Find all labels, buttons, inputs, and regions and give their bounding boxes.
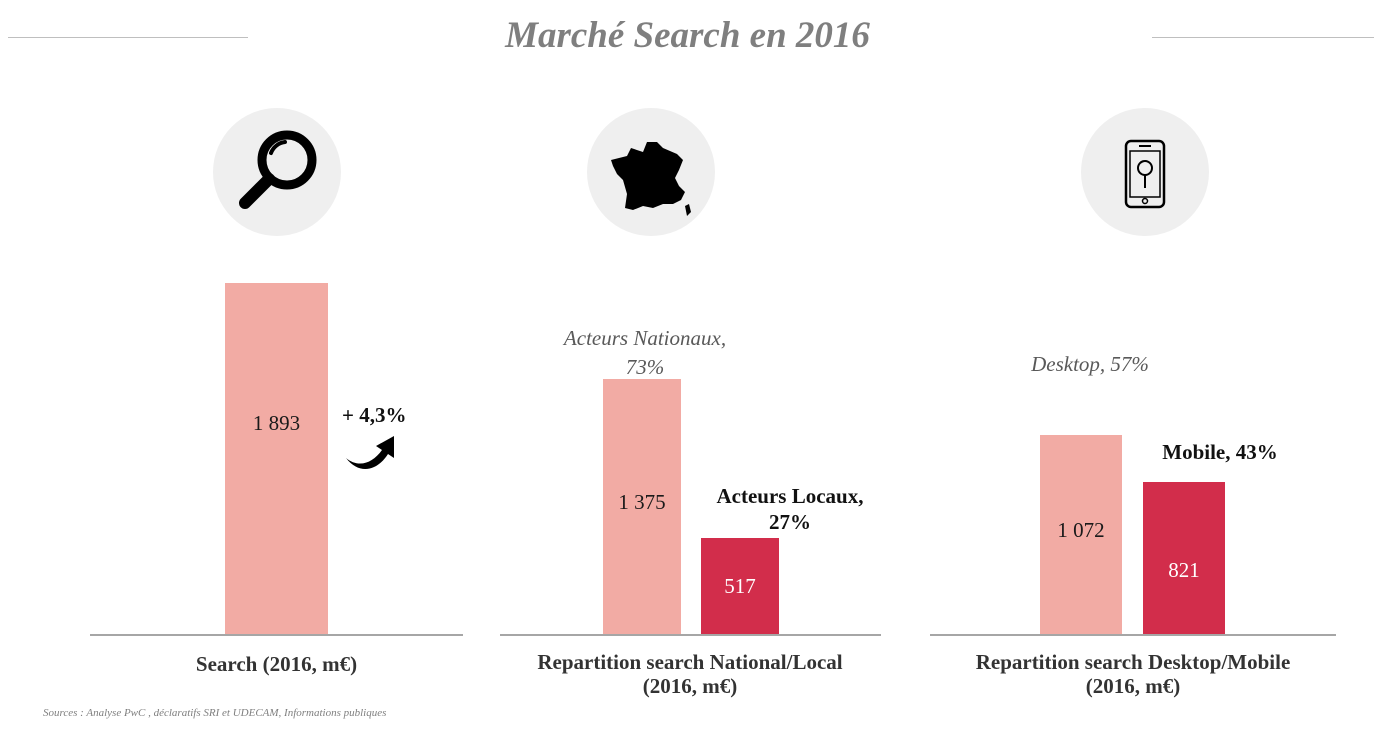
- mobile-bar: [1143, 481, 1225, 634]
- mobile-category-label: Mobile, 43%: [1162, 440, 1278, 464]
- search-bar-value: 1 893: [252, 410, 301, 435]
- national-category-line-1: Acteurs Nationaux,: [563, 326, 727, 350]
- desktop-bar-value: 1 072: [1057, 517, 1105, 542]
- magnifier-icon-circle: [213, 108, 341, 236]
- desktop-category-label: Desktop, 57%: [1031, 352, 1149, 376]
- local-category-label: Acteurs Locaux, 27%: [680, 483, 900, 535]
- title-rule-right: [1152, 37, 1374, 38]
- national-local-axis-line-1: Repartition search National/Local: [537, 650, 843, 674]
- source-note: Sources : Analyse PwC , déclaratifs SRI …: [43, 707, 387, 719]
- mobile-bar-value: 821: [1168, 557, 1200, 582]
- local-category-line-2: 27%: [769, 510, 811, 534]
- national-local-axis: [500, 634, 881, 636]
- search-bar: [225, 283, 328, 634]
- desktop-mobile-axis-line-1: Repartition search Desktop/Mobile: [975, 650, 1291, 674]
- national-bar: [603, 379, 681, 634]
- desktop-bar: [1040, 435, 1122, 634]
- search-axis: [90, 634, 463, 636]
- france-map-icon-circle: [587, 108, 715, 236]
- local-category-line-1: Acteurs Locaux,: [716, 484, 864, 508]
- national-local-axis-line-2: (2016, m€): [642, 674, 738, 698]
- curved-arrow-up-icon: [346, 436, 394, 470]
- local-bar: [701, 538, 779, 634]
- search-axis-label: Search (2016, m€): [195, 652, 358, 676]
- magnifier-icon: [239, 130, 317, 209]
- national-category-label: Acteurs Nationaux, 73%: [530, 324, 760, 382]
- national-local-axis-label: Repartition search National/Local (2016,…: [490, 650, 890, 698]
- desktop-mobile-axis: [930, 634, 1336, 636]
- growth-label: + 4,3%: [342, 403, 407, 427]
- smartphone-location-icon: [1124, 139, 1166, 209]
- desktop-mobile-axis-label: Repartition search Desktop/Mobile (2016,…: [923, 650, 1343, 698]
- local-bar-value: 517: [724, 574, 756, 599]
- france-map-icon: [611, 142, 691, 216]
- title-rule-left: [8, 37, 248, 38]
- national-category-line-2: 73%: [625, 355, 665, 379]
- national-bar-value: 1 375: [618, 489, 666, 514]
- smartphone-location-icon-circle: [1081, 108, 1209, 236]
- page-title: Marché Search en 2016: [505, 15, 870, 56]
- desktop-mobile-axis-line-2: (2016, m€): [1085, 674, 1181, 698]
